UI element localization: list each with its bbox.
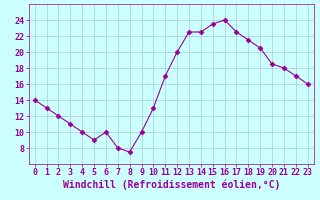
X-axis label: Windchill (Refroidissement éolien,°C): Windchill (Refroidissement éolien,°C): [62, 180, 280, 190]
